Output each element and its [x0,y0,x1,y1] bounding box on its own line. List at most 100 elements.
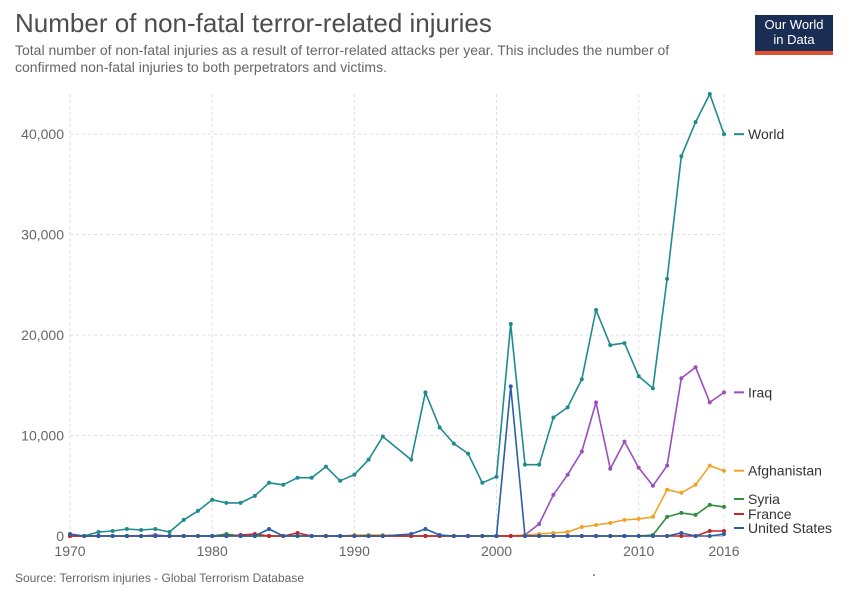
data-point [267,480,272,485]
data-point [693,365,698,370]
data-point [551,492,556,497]
data-point [622,534,627,538]
x-tick-label: 1970 [54,543,85,559]
data-point [522,534,527,538]
data-point [565,534,570,538]
data-point [366,457,371,462]
x-tick-label: 1980 [197,543,228,559]
data-point [267,526,272,531]
data-point [650,386,655,391]
data-point [707,463,712,468]
legend-label: Iraq [748,384,772,400]
x-tick-label: 2016 [708,543,739,559]
data-point [551,534,556,538]
legend-label: France [748,506,792,522]
data-point [323,464,328,469]
data-point [722,504,726,509]
data-point [565,472,570,477]
data-point [466,534,471,538]
data-point [409,531,414,536]
series-line-iraq [70,366,725,537]
data-point [295,534,300,538]
decorative-dot [593,574,595,576]
data-point [622,341,627,346]
data-point [366,534,371,538]
data-point [124,526,129,531]
data-point [594,522,599,527]
legend-label: World [748,126,784,142]
data-point [679,530,684,535]
data-point [380,534,385,538]
y-tick-label: 40,000 [21,126,64,142]
logo-line-1: Our World [764,17,824,32]
data-point [423,534,428,538]
data-point [451,534,456,538]
data-point [451,441,456,446]
data-point [238,500,243,505]
data-point [722,132,726,137]
data-point [480,480,485,485]
data-point [68,531,72,536]
data-point [707,534,712,538]
data-point [693,482,698,487]
data-point [594,307,599,312]
data-point [181,534,186,538]
x-tick-label: 2000 [481,543,512,559]
data-point [551,530,556,535]
data-point [352,534,357,538]
y-tick-label: 30,000 [21,227,64,243]
y-tick-label: 0 [56,528,64,544]
data-point [608,466,613,471]
data-point [139,534,144,538]
data-point [679,154,684,159]
data-point [622,439,627,444]
data-point [679,490,684,495]
data-point [281,534,286,538]
data-point [579,449,584,454]
data-point [665,514,670,519]
data-point [650,483,655,488]
data-point [281,482,286,487]
data-point [636,534,641,538]
data-point [722,390,726,395]
data-point [423,390,428,395]
chart-title: Number of non-fatal terror-related injur… [15,8,492,38]
data-point [722,468,726,473]
data-point [650,534,655,538]
data-point [679,534,684,538]
source-note: Source: Terrorism injuries - Global Terr… [15,571,304,585]
owid-logo[interactable]: Our World in Data [755,15,833,55]
data-point [295,475,300,480]
data-point [195,508,200,513]
data-point [96,529,101,534]
data-point [537,534,542,538]
data-point [153,534,158,538]
data-point [494,534,499,538]
data-point [650,514,655,519]
legend-label: Syria [748,491,780,507]
legend-label: United States [748,520,832,536]
data-point [508,534,513,538]
data-point [707,92,712,96]
data-point [437,532,442,537]
data-point [707,502,712,507]
data-point [309,475,314,480]
data-point [423,526,428,531]
series-line-united-states [69,385,725,537]
data-point [139,527,144,532]
data-point [665,463,670,468]
data-point [437,425,442,430]
data-point [665,534,670,538]
data-point [338,478,343,483]
data-point [494,474,499,479]
data-point [636,374,641,379]
y-tick-label: 10,000 [21,428,64,444]
data-point [309,534,314,538]
data-point [608,343,613,348]
data-point [508,384,513,389]
data-point [224,500,229,505]
data-point [323,534,328,538]
data-point [579,534,584,538]
data-point [608,520,613,525]
data-point [508,322,513,327]
